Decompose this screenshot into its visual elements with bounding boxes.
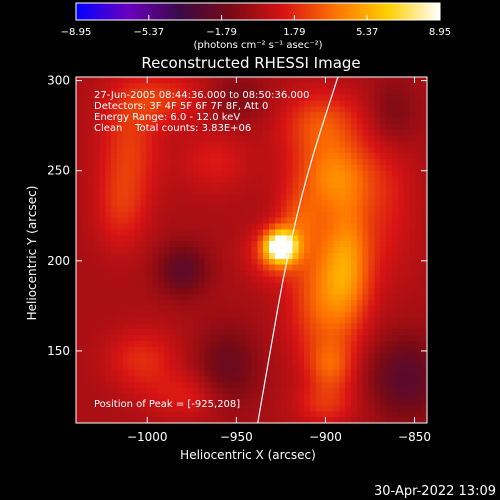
x-tick-label: −950 (220, 430, 253, 444)
y-tick-label: 200 (47, 254, 70, 268)
annotations: 27-Jun-2005 08:44:36.000 to 08:50:36.000… (94, 90, 310, 410)
y-axis-label: Heliocentric Y (arcsec) (25, 186, 39, 321)
x-axis-label: Heliocentric X (arcsec) (180, 448, 316, 462)
x-tick-label: −850 (398, 430, 431, 444)
annotation-detectors: Detectors: 3F 4F 5F 6F 7F 8F, Att 0 (94, 101, 268, 112)
colorbar-tick-label: 1.79 (283, 27, 305, 38)
footer-timestamp: 30-Apr-2022 13:09 (374, 484, 496, 499)
x-tick-label: −900 (309, 430, 342, 444)
colorbar-gradient (75, 2, 441, 21)
colorbar-ticks: −8.95 −5.37 −1.79 1.79 5.37 8.95 (61, 15, 451, 38)
colorbar-tick-label: 5.37 (356, 27, 378, 38)
peak-position-label: Position of Peak = [-925,208] (94, 399, 240, 410)
colorbar-tick-label: −8.95 (61, 27, 92, 38)
colorbar-tick-label: 8.95 (429, 27, 451, 38)
solar-limb-line (257, 77, 339, 423)
colorbar-tick-label: −1.79 (206, 27, 237, 38)
heatmap-image (76, 77, 427, 423)
annotation-clean-counts: Clean Total counts: 3.83E+06 (94, 123, 251, 134)
x-axis-ticks: −1000 −950 −900 −850 (127, 77, 431, 444)
plot-area: −1000 −950 −900 −850 150 200 250 300 (47, 74, 431, 444)
y-tick-label: 300 (47, 74, 70, 88)
annotation-time-range: 27-Jun-2005 08:44:36.000 to 08:50:36.000 (94, 90, 310, 101)
y-axis-ticks: 150 200 250 300 (47, 74, 427, 358)
x-tick-label: −1000 (127, 430, 168, 444)
colorbar-tick-label: −5.37 (133, 27, 164, 38)
plot-frame (75, 76, 428, 424)
chart-title: Reconstructed RHESSI Image (141, 54, 360, 72)
y-tick-label: 150 (47, 344, 70, 358)
y-tick-label: 250 (47, 164, 70, 178)
annotation-energy-range: Energy Range: 6.0 - 12.0 keV (94, 112, 240, 123)
colorbar-units: (photons cm⁻² s⁻¹ asec⁻²) (193, 40, 322, 51)
colorbar: −8.95 −5.37 −1.79 1.79 5.37 8.95 (photons cm⁻… (61, 2, 451, 51)
